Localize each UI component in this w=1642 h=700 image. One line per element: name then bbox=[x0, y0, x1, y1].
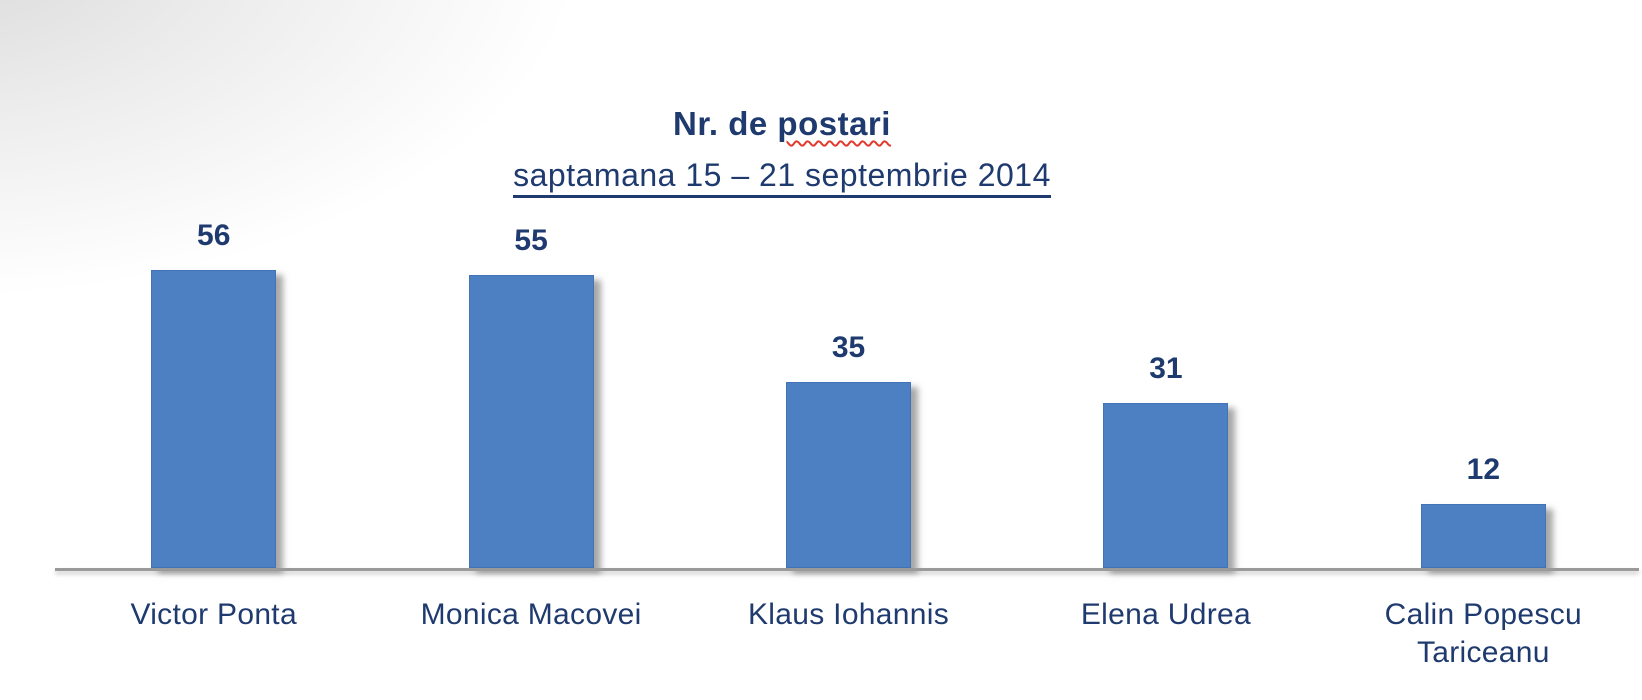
bar-calin-popescu-tariceanu bbox=[1420, 504, 1546, 568]
x-label-klaus-iohannis: Klaus Iohannis bbox=[748, 598, 950, 631]
bar-group-monica-macovei: 55 bbox=[372, 224, 689, 568]
bar-elena-udrea bbox=[1103, 403, 1229, 568]
chart-title-prefix: Nr. de bbox=[673, 105, 778, 142]
chart-title-block: Nr. de postari saptamana 15 – 21 septemb… bbox=[0, 103, 1564, 198]
value-label: 55 bbox=[514, 224, 548, 257]
bar-group-calin-popescu-tariceanu: 12 bbox=[1325, 453, 1642, 568]
bar-group-klaus-iohannis: 35 bbox=[690, 331, 1007, 568]
value-label: 35 bbox=[831, 331, 866, 364]
bar-group-elena-udrea: 31 bbox=[1007, 352, 1324, 568]
x-label-monica-macovei: Monica Macovei bbox=[420, 598, 642, 631]
bar-klaus-iohannis bbox=[786, 382, 912, 568]
x-label-victor-ponta: Victor Ponta bbox=[130, 598, 297, 631]
value-label: 31 bbox=[1149, 352, 1183, 385]
bar-group-victor-ponta: 56 bbox=[55, 219, 372, 568]
bar-monica-macovei bbox=[468, 275, 594, 568]
value-label: 12 bbox=[1466, 453, 1501, 486]
chart-subtitle: saptamana 15 – 21 septembrie 2014 bbox=[0, 155, 1564, 198]
chart-subtitle-text: saptamana 15 – 21 septembrie 2014 bbox=[513, 156, 1051, 198]
x-axis-labels: Victor Ponta Monica Macovei Klaus Iohann… bbox=[55, 596, 1642, 671]
x-label-elena-udrea: Elena Udrea bbox=[1080, 598, 1251, 631]
chart-title: Nr. de postari bbox=[0, 103, 1564, 146]
chart-title-misspelled-word: postari bbox=[777, 105, 891, 142]
value-label: 56 bbox=[197, 219, 231, 252]
plot-area: 56 55 35 31 12 bbox=[55, 0, 1642, 568]
x-label-calin-popescu-tariceanu: Calin Popescu Tariceanu bbox=[1384, 598, 1582, 669]
x-axis-line bbox=[55, 568, 1639, 571]
bar-victor-ponta bbox=[151, 270, 277, 568]
